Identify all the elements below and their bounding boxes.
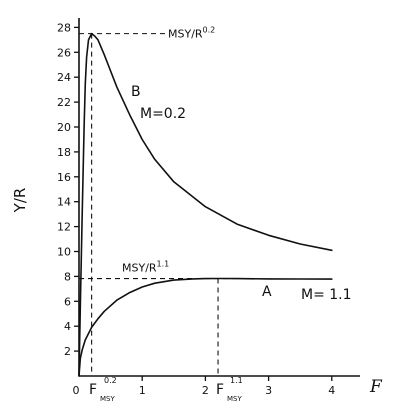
y-tick-label: 16 — [57, 171, 71, 184]
y-tick-label: 8 — [64, 270, 71, 283]
curve-a-m-label: M= 1.1 — [301, 287, 352, 303]
x-tick-label: 0 — [73, 384, 80, 397]
y-axis-title: Y/R — [11, 188, 29, 214]
y-tick-label: 18 — [57, 146, 71, 159]
curve-a-letter: A — [262, 284, 272, 300]
curve-b-annotation: B M=0.2 — [131, 84, 186, 122]
y-tick-label: 10 — [57, 246, 71, 259]
y-tick-label: 22 — [57, 96, 71, 109]
curves — [78, 32, 333, 377]
x-tick-label: 4 — [328, 384, 335, 397]
y-tick-label: 4 — [64, 320, 71, 333]
curve-b — [78, 32, 333, 377]
fmsy-low-label: F 0.2 MSY — [89, 376, 117, 403]
x-tick-label: 2 — [202, 384, 209, 397]
reference-lines: MSY/R0.2 MSY/R1.1 — [79, 26, 238, 376]
y-tick-label: 20 — [57, 121, 71, 134]
fmsy-high-sup: 1.1 — [230, 376, 243, 385]
curve-b-m-label: M=0.2 — [140, 106, 186, 122]
x-tick-label: 1 — [139, 384, 146, 397]
fmsy-high-base: F — [216, 382, 224, 398]
y-tick-label: 6 — [64, 295, 71, 308]
fmsy-low-sup: 0.2 — [104, 376, 117, 385]
y-tick-label: 14 — [57, 196, 71, 209]
curve-a-annotation: A M= 1.1 — [262, 284, 352, 303]
fmsy-high-label: F 1.1 MSY — [216, 376, 243, 403]
fmsy-high-sub: MSY — [227, 395, 242, 403]
y-tick-label: 24 — [57, 71, 71, 84]
y-tick-label: 28 — [57, 21, 71, 34]
x-tick-label: 3 — [265, 384, 272, 397]
fmsy-low-sub: MSY — [100, 395, 115, 403]
y-tick-label: 12 — [57, 221, 71, 234]
curve-b-letter: B — [131, 84, 141, 100]
y-tick-label: 26 — [57, 46, 71, 59]
axes — [78, 18, 360, 377]
x-axis-title: F — [369, 377, 383, 397]
ref-label: MSY/R1.1 — [122, 260, 169, 275]
curve-a — [78, 277, 333, 377]
fmsy-low-base: F — [89, 382, 97, 398]
y-tick-label: 2 — [64, 345, 71, 358]
ref-label: MSY/R0.2 — [168, 26, 215, 41]
